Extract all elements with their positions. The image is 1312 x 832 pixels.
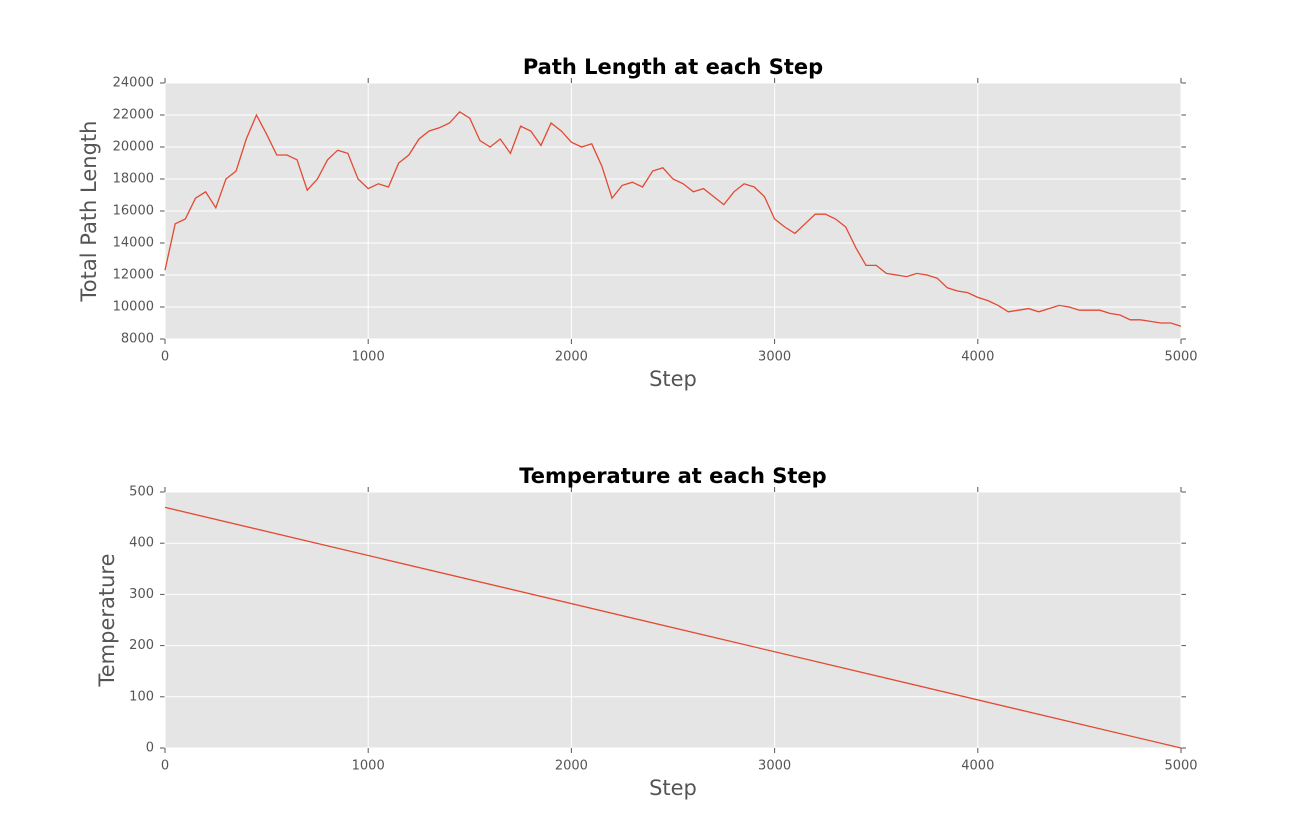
y-tick-label: 10000 xyxy=(113,300,154,315)
y-tick-label: 8000 xyxy=(121,332,154,347)
y-tick-label: 16000 xyxy=(113,204,154,219)
y-tick-label: 100 xyxy=(129,689,154,704)
y-tick-label: 24000 xyxy=(113,76,154,91)
y-tick-label: 22000 xyxy=(113,108,154,123)
x-axis-label: Step xyxy=(649,367,697,391)
y-tick-label: 300 xyxy=(129,587,154,602)
y-axis-label: Total Path Length xyxy=(77,121,101,303)
x-tick-label: 5000 xyxy=(1164,350,1197,365)
x-tick-label: 4000 xyxy=(961,759,994,774)
x-tick-label: 0 xyxy=(161,350,169,365)
y-tick-label: 20000 xyxy=(113,140,154,155)
x-tick-label: 4000 xyxy=(961,350,994,365)
x-tick-label: 2000 xyxy=(555,350,588,365)
x-tick-label: 3000 xyxy=(758,350,791,365)
y-tick-label: 500 xyxy=(129,485,154,500)
data-line xyxy=(164,110,1182,327)
x-tick-label: 1000 xyxy=(352,350,385,365)
chart-title: Path Length at each Step xyxy=(523,55,823,79)
data-line xyxy=(164,506,1182,749)
x-tick-label: 3000 xyxy=(758,759,791,774)
y-tick-label: 200 xyxy=(129,638,154,653)
x-tick-label: 2000 xyxy=(555,759,588,774)
y-tick-label: 400 xyxy=(129,536,154,551)
x-tick-label: 0 xyxy=(161,759,169,774)
y-axis-label: Temperature xyxy=(95,553,119,687)
x-axis-label: Step xyxy=(649,776,697,800)
plot-area xyxy=(165,492,1181,748)
x-tick-label: 5000 xyxy=(1164,759,1197,774)
y-tick-label: 18000 xyxy=(113,172,154,187)
y-tick-label: 14000 xyxy=(113,236,154,251)
y-tick-label: 0 xyxy=(146,741,154,756)
y-tick-label: 12000 xyxy=(113,268,154,283)
x-tick-label: 1000 xyxy=(352,759,385,774)
chart-title: Temperature at each Step xyxy=(519,464,826,488)
